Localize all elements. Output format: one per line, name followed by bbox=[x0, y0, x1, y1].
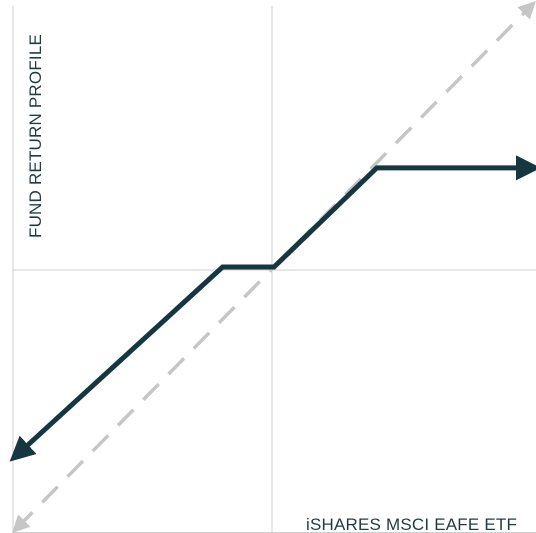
x-axis-label: iSHARES MSCI EAFE ETF bbox=[306, 515, 517, 533]
fund-return-line bbox=[9, 155, 536, 462]
y-axis-label: FUND RETURN PROFILE bbox=[26, 34, 45, 238]
